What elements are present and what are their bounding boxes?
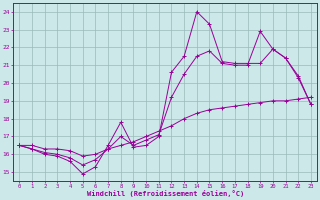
X-axis label: Windchill (Refroidissement éolien,°C): Windchill (Refroidissement éolien,°C) — [86, 190, 244, 197]
